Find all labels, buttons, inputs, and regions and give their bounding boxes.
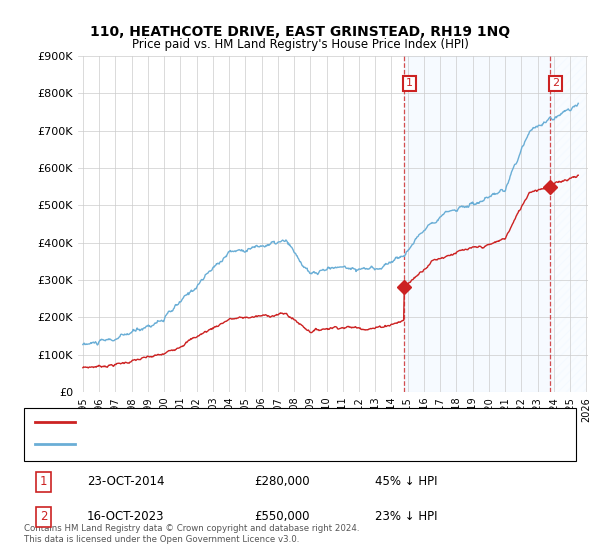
Text: 110, HEATHCOTE DRIVE, EAST GRINSTEAD, RH19 1NQ: 110, HEATHCOTE DRIVE, EAST GRINSTEAD, RH…	[90, 25, 510, 39]
Text: 1: 1	[406, 78, 413, 88]
Text: 2: 2	[40, 510, 47, 523]
FancyBboxPatch shape	[23, 408, 577, 461]
Text: £280,000: £280,000	[254, 475, 310, 488]
Text: 23% ↓ HPI: 23% ↓ HPI	[375, 510, 437, 523]
Bar	[550, 56, 586, 392]
Bar	[404, 56, 550, 392]
Text: 110, HEATHCOTE DRIVE, EAST GRINSTEAD, RH19 1NQ (detached house): 110, HEATHCOTE DRIVE, EAST GRINSTEAD, RH…	[87, 417, 464, 427]
Text: HPI: Average price, detached house, Mid Sussex: HPI: Average price, detached house, Mid …	[87, 439, 338, 449]
Text: 2: 2	[552, 78, 559, 88]
Text: £550,000: £550,000	[254, 510, 310, 523]
Text: 45% ↓ HPI: 45% ↓ HPI	[375, 475, 437, 488]
Text: Contains HM Land Registry data © Crown copyright and database right 2024.
This d: Contains HM Land Registry data © Crown c…	[23, 524, 359, 544]
Text: 1: 1	[40, 475, 47, 488]
Text: 23-OCT-2014: 23-OCT-2014	[87, 475, 164, 488]
Text: 16-OCT-2023: 16-OCT-2023	[87, 510, 164, 523]
Text: Price paid vs. HM Land Registry's House Price Index (HPI): Price paid vs. HM Land Registry's House …	[131, 38, 469, 51]
